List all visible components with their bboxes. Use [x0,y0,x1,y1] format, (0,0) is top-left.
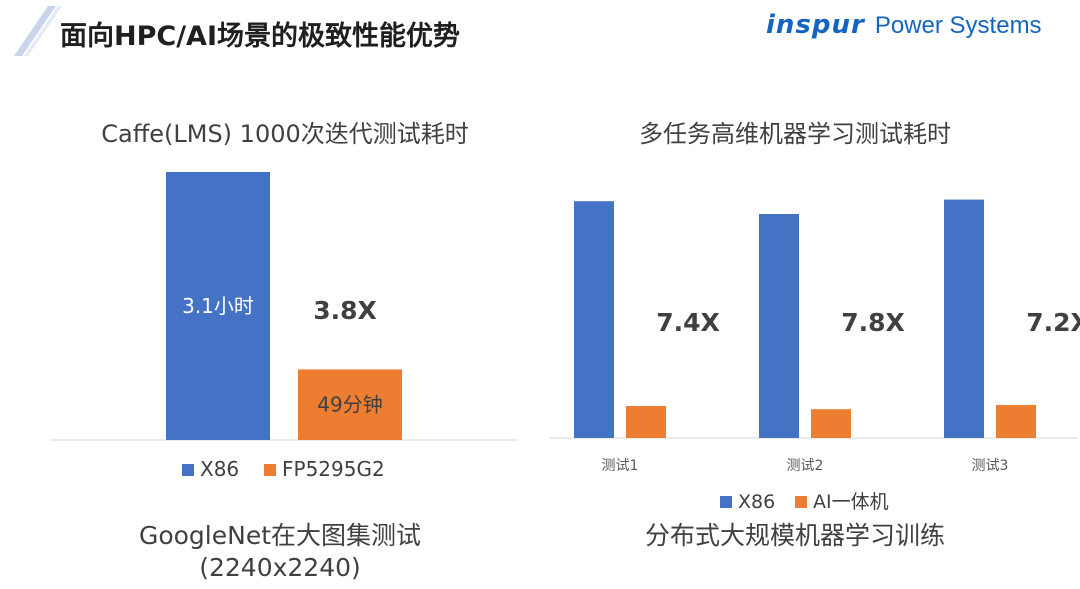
bar-label-x86: 3.1小时 [182,294,254,318]
bar-x86-2 [759,214,799,438]
brand-subtitle: Power Systems [874,12,1042,39]
bar-x86-1 [574,201,614,438]
right-caption: 分布式大规模机器学习训练 [644,521,945,550]
title-accent-stripe [14,6,62,56]
left-caption: GoogleNet在大图集测试 (2240x2240) [40,520,520,584]
right-chart-title: 多任务高维机器学习测试耗时 [639,120,951,148]
slide-title: 面向HPC/AI场景的极致性能优势 [60,21,461,52]
x-tick-label: 测试2 [787,458,824,474]
x-tick-label: 测试3 [972,458,1009,474]
speedup-annotation: 3.8X [313,296,377,325]
legend-swatch-ai [795,496,807,508]
right-chart: 测试1 7.4X 测试2 7.8X 测试3 7.2X X86 AI一体机 [550,199,1080,513]
legend-swatch-x86 [720,496,732,508]
bar-ai-1 [626,406,666,438]
legend-label-fp5295g2: FP5295G2 [282,457,385,481]
bar-x86-3 [944,199,984,438]
legend-swatch-x86 [182,464,194,476]
bar-fp5295g2 [298,369,402,440]
legend-label-x86: X86 [738,491,775,513]
brand-logo: inspur Power Systems [766,10,1042,40]
left-caption-line-1: GoogleNet在大图集测试 [138,521,422,550]
speedup-annotation: 7.2X [1026,308,1080,337]
left-chart-title: Caffe(LMS) 1000次迭代测试耗时 [101,120,469,148]
speedup-annotation: 7.8X [841,308,905,337]
bar-ai-2 [811,409,851,438]
bar-x86 [166,172,270,440]
inspur-logo: inspur [766,10,865,40]
legend-label-ai: AI一体机 [813,491,889,513]
left-caption-line-2: (2240x2240) [199,553,361,582]
speedup-annotation: 7.4X [656,308,720,337]
bar-label-fp5295g2: 49分钟 [317,393,382,417]
legend-label-x86: X86 [200,457,239,481]
legend-swatch-fp5295g2 [264,464,276,476]
x-tick-label: 测试1 [602,458,639,474]
bar-ai-3 [996,405,1036,438]
left-chart: 3.1小时 49分钟 3.8X X86 FP5295G2 [50,172,518,481]
